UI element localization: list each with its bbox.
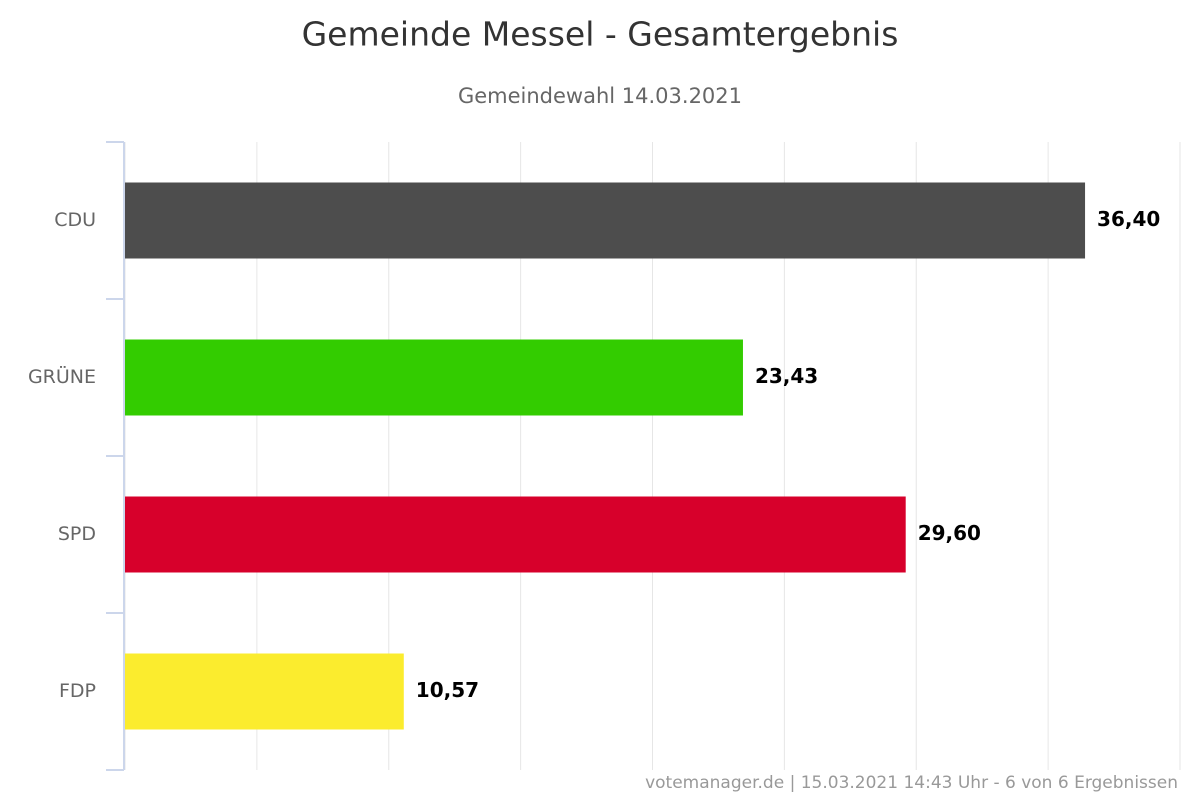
y-tick-label: CDU (54, 209, 96, 231)
y-tick-label: FDP (59, 680, 96, 702)
credits: votemanager.de | 15.03.2021 14:43 Uhr - … (645, 773, 1178, 793)
data-label: 10,57 (416, 678, 479, 702)
bar (125, 496, 906, 573)
bar (125, 653, 404, 730)
chart-title: Gemeinde Messel - Gesamtergebnis (302, 15, 899, 54)
bar (125, 182, 1086, 259)
data-label: 36,40 (1097, 207, 1160, 231)
y-tick-label: SPD (58, 523, 96, 545)
data-label: 29,60 (918, 521, 981, 545)
bar (125, 339, 743, 416)
chart-subtitle: Gemeindewahl 14.03.2021 (458, 84, 742, 108)
y-tick-label: GRÜNE (28, 365, 96, 388)
data-label: 23,43 (755, 364, 818, 388)
